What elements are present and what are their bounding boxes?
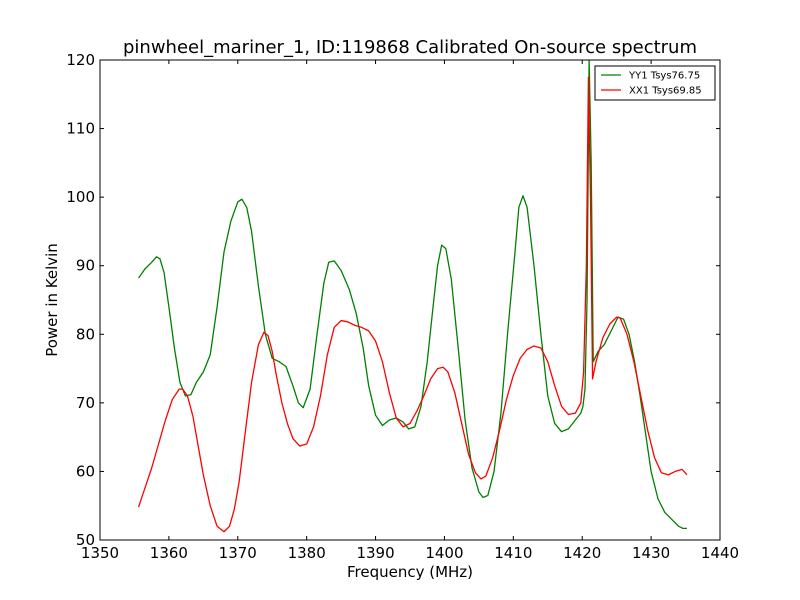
legend: YY1 Tsys76.75 XX1 Tsys69.85 [594, 65, 716, 101]
chart-title: pinwheel_mariner_1, ID:119868 Calibrated… [123, 37, 697, 58]
x-tick-label: 1360 [150, 544, 188, 562]
x-axis-label: Frequency (MHz) [347, 563, 473, 581]
series-line-2 [137, 76, 688, 533]
y-tick-label: 50 [76, 531, 95, 549]
y-tick-label: 80 [76, 325, 95, 343]
x-tick-label: 1400 [425, 544, 463, 562]
plot-area: 1350 1360 1370 1380 1390 1400 1410 1420 1430 1440… [66, 51, 739, 562]
legend-label-2: XX1 Tsys69.85 [629, 86, 702, 97]
y-tick-label: 70 [76, 394, 95, 412]
x-tick-label: 1420 [563, 544, 601, 562]
x-tick-label: 1350 [81, 544, 119, 562]
legend-label-1: YY1 Tsys76.75 [628, 71, 700, 82]
legend-box [594, 65, 716, 101]
x-tick-label: 1370 [219, 544, 257, 562]
x-tick-label: 1440 [701, 544, 739, 562]
x-tick-label: 1390 [356, 544, 394, 562]
y-tick-label: 90 [76, 257, 95, 275]
axes-frame [99, 59, 721, 541]
x-tick-label: 1380 [288, 544, 326, 562]
y-tick-label: 60 [76, 462, 95, 480]
y-tick-label: 120 [66, 51, 95, 69]
series-line-1 [138, 60, 687, 529]
x-tick-label: 1430 [632, 544, 670, 562]
x-tick-label: 1410 [494, 544, 532, 562]
y-tick-label: 100 [66, 188, 95, 206]
y-axis-label: Power in Kelvin [43, 243, 61, 357]
y-tick-label: 110 [66, 120, 95, 138]
